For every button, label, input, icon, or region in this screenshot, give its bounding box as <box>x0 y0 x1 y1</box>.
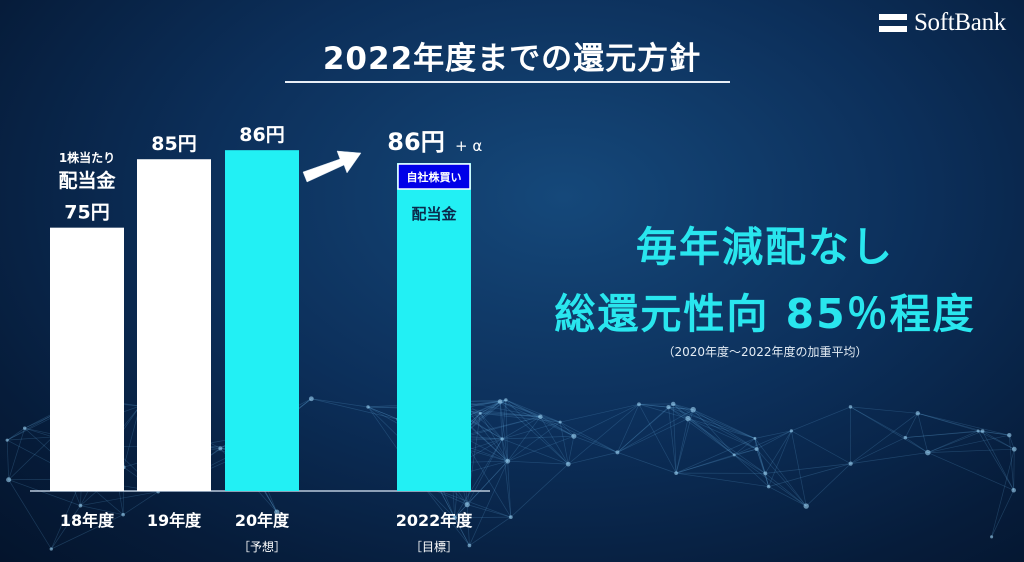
logo-mark-icon <box>878 12 907 34</box>
x-tick-label: 19年度 <box>147 511 202 530</box>
bar-2022年度 <box>397 163 471 491</box>
growth-arrow-icon <box>302 150 362 183</box>
x-tick-label: 20年度 <box>235 511 290 530</box>
per-share-label: 1株当たり <box>59 150 115 165</box>
headline-payout-ratio: 総還元性向 85％程度 <box>554 290 976 338</box>
bar-20年度 <box>225 150 299 491</box>
target-value-label: 86円 <box>387 128 444 156</box>
dividend-label: 配当金 <box>58 169 116 192</box>
buyback-segment <box>397 163 471 190</box>
x-tick-label: 2022年度 <box>396 511 474 530</box>
title-underline <box>285 81 730 83</box>
x-tick-note: ［目標］ <box>410 540 458 554</box>
x-tick-label: 18年度 <box>60 511 115 530</box>
dividend-segment-label: 配当金 <box>411 205 457 223</box>
target-extra-label: + α <box>455 137 482 155</box>
data-label: 75円 <box>64 202 109 224</box>
softbank-logo: SoftBank <box>878 9 1006 37</box>
data-label: 86円 <box>239 124 284 146</box>
x-tick-note: ［予想］ <box>238 539 286 554</box>
bar-19年度 <box>137 159 211 491</box>
buyback-label: 自社株買い <box>407 170 462 184</box>
page-title: 2022年度までの還元方針 <box>322 41 702 77</box>
bar-18年度 <box>50 227 124 491</box>
headline-no-dividend-cut: 毎年減配なし <box>636 223 894 271</box>
data-label: 85円 <box>151 133 196 155</box>
logo-text: SoftBank <box>913 9 1006 36</box>
payout-note: （2020年度～2022年度の加重平均） <box>662 345 868 359</box>
